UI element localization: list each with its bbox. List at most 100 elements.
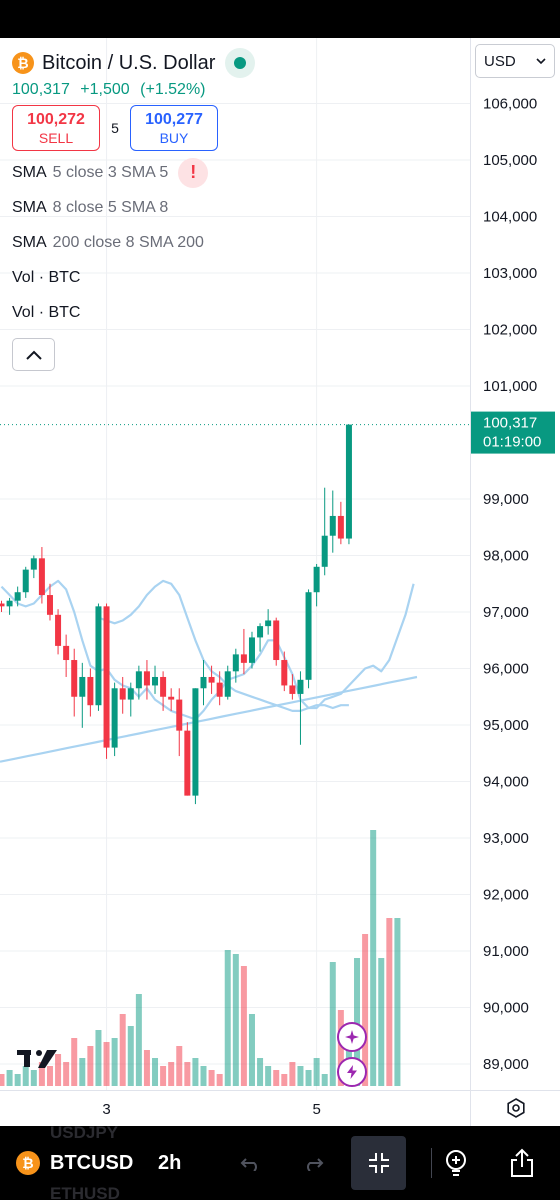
volume-bar — [71, 1038, 78, 1086]
price-axis-label: 94,000 — [483, 774, 529, 791]
candle-body — [143, 671, 150, 686]
buy-button[interactable]: 100,277 BUY — [130, 105, 218, 151]
candle-body — [289, 685, 296, 694]
fullscreen-button[interactable] — [351, 1136, 406, 1190]
candle-body — [111, 688, 118, 748]
candle-body — [273, 620, 280, 661]
sma-line-sma-8 — [98, 579, 349, 713]
candle-body — [224, 671, 231, 697]
volume-bar — [152, 1058, 159, 1086]
indicator-params: 5 close 3 SMA 5 — [52, 163, 169, 181]
collapse-fullscreen-icon — [368, 1153, 389, 1173]
currency-select[interactable]: USD — [475, 44, 555, 78]
candle-body — [321, 535, 328, 567]
sell-label: SELL — [38, 129, 74, 146]
volume-bar — [345, 1026, 352, 1086]
share-button[interactable] — [506, 1146, 538, 1180]
price-axis-label: 98,000 — [483, 548, 529, 565]
market-status-icon[interactable] — [225, 48, 256, 78]
market-open-dot — [234, 57, 247, 69]
candle-body — [30, 558, 37, 570]
ideas-button[interactable] — [441, 1148, 471, 1180]
price-change: +1,500 — [80, 81, 130, 98]
price-axis-label: 106,000 — [483, 96, 537, 113]
symbol-selector[interactable]: BTCUSD — [50, 1152, 134, 1174]
price-axis-label: 95,000 — [483, 717, 529, 734]
candle-body — [22, 569, 29, 593]
volume-bar — [55, 1054, 62, 1086]
gear-icon — [507, 1098, 525, 1118]
candle-body — [337, 515, 344, 539]
time-axis-label: 3 — [102, 1101, 110, 1118]
volume-bar — [135, 994, 142, 1086]
bottom-toolbar: USDJPY ETHUSD ₿ BTCUSD 2h — [0, 1123, 560, 1200]
volume-bar — [232, 954, 239, 1086]
time-axis-label: 5 — [312, 1101, 320, 1118]
sell-button[interactable]: 100,272 SELL — [12, 105, 100, 151]
candle-body — [313, 566, 320, 593]
indicator-name: SMA — [12, 233, 47, 251]
symbol-row[interactable]: ₿ Bitcoin / U.S. Dollar — [12, 48, 256, 78]
indicator-name: SMA — [12, 163, 47, 181]
volume-bar — [22, 1066, 29, 1086]
indicator-volume-2[interactable]: Vol · BTC — [12, 295, 255, 330]
price-axis-label: 101,000 — [483, 378, 537, 395]
last-price-label — [471, 411, 555, 454]
volume-bar — [0, 1074, 5, 1086]
volume-bar — [103, 1042, 110, 1086]
volume-bar — [240, 966, 247, 1086]
candle-body — [232, 654, 239, 672]
trade-panel: 100,272 SELL 5 100,277 BUY — [12, 105, 255, 151]
volume-bar — [160, 1066, 167, 1086]
sma-line-sma-5 — [0, 579, 415, 721]
price-axis-label: 99,000 — [483, 491, 529, 508]
undo-button[interactable] — [236, 1148, 266, 1178]
buy-price: 100,277 — [145, 110, 203, 128]
buy-label: BUY — [159, 129, 189, 146]
volume-bar — [14, 1074, 21, 1086]
quick-trade-button[interactable] — [337, 1057, 367, 1087]
currency-value: USD — [484, 52, 516, 70]
candle-body — [135, 671, 142, 689]
ai-assistant-button[interactable] — [337, 1022, 367, 1052]
volume-bar — [111, 1038, 118, 1086]
price-axis-label: 89,000 — [483, 1056, 529, 1073]
candle-body — [257, 626, 264, 638]
redo-icon — [307, 1158, 324, 1171]
volume-bar — [63, 1062, 70, 1086]
volume-bar — [289, 1062, 296, 1086]
volume-bar — [79, 1058, 86, 1086]
collapse-legend-button[interactable] — [12, 338, 55, 371]
candle-body — [87, 676, 94, 706]
volume-bar — [216, 1074, 223, 1086]
lightbulb-plus-icon — [446, 1150, 466, 1176]
chevron-down-icon — [536, 57, 546, 64]
candle-body — [184, 730, 191, 796]
candle-body — [14, 592, 21, 601]
volume-bar — [265, 1066, 272, 1086]
volume-bar — [95, 1030, 102, 1086]
chevron-up-icon — [25, 350, 42, 360]
indicator-sma-8[interactable]: SMA 8 close 5 SMA 8 — [12, 190, 255, 225]
candle-body — [127, 688, 134, 700]
candle-body — [55, 614, 62, 646]
candle-body — [71, 660, 78, 697]
volume-bar — [386, 918, 393, 1086]
price-axis-label: 91,000 — [483, 943, 529, 960]
price-change-row: 100,317 +1,500 (+1.52%) — [12, 81, 255, 99]
indicator-name: Vol · BTC — [12, 268, 81, 286]
indicator-volume-1[interactable]: Vol · BTC — [12, 260, 255, 295]
indicator-sma-200[interactable]: SMA 200 close 8 SMA 200 — [12, 225, 255, 260]
toolbar-divider — [431, 1148, 432, 1178]
indicator-sma-5[interactable]: SMA 5 close 3 SMA 5 ! — [12, 155, 255, 190]
last-price: 100,317 — [12, 81, 70, 98]
volume-bar — [257, 1058, 264, 1086]
redo-button[interactable] — [298, 1148, 328, 1178]
candle-body — [168, 696, 175, 700]
error-alert-icon[interactable]: ! — [178, 157, 209, 188]
price-axis-label: 102,000 — [483, 322, 537, 339]
interval-selector[interactable]: 2h — [158, 1152, 182, 1174]
symbol-title[interactable]: Bitcoin / U.S. Dollar — [42, 51, 216, 74]
candle-body — [281, 660, 288, 686]
bar-countdown: 01:19:00 — [483, 434, 541, 451]
